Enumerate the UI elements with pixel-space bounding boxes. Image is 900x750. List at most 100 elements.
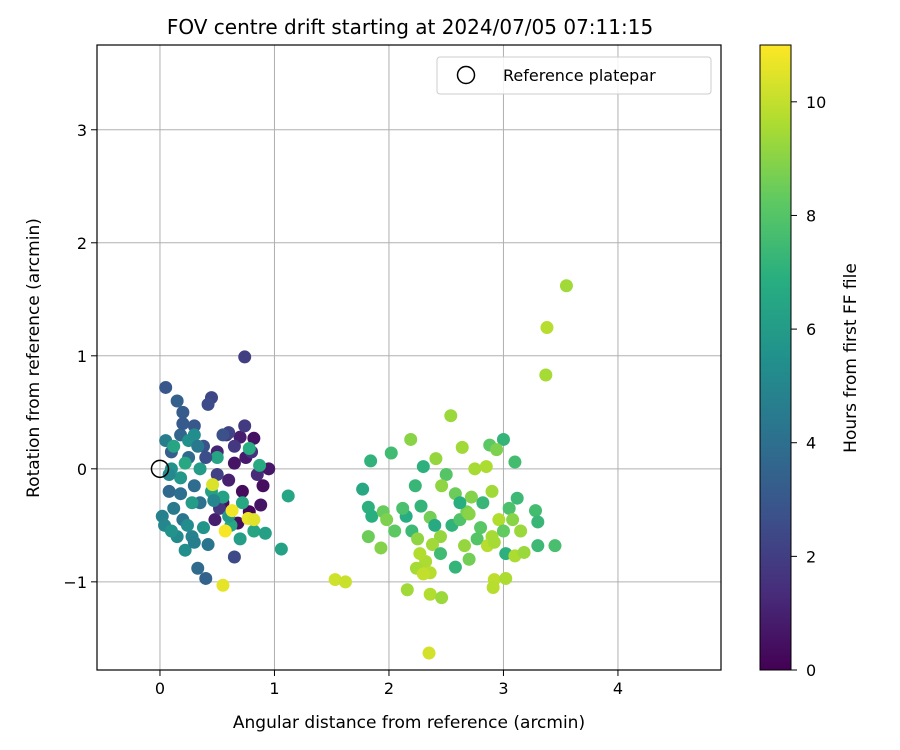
data-point xyxy=(508,455,522,469)
data-point xyxy=(422,646,436,660)
data-point xyxy=(462,552,476,566)
data-point xyxy=(423,587,437,601)
data-point xyxy=(361,530,375,544)
data-point xyxy=(548,539,562,553)
data-point xyxy=(176,417,190,431)
y-tick-label: 2 xyxy=(77,234,87,253)
data-point xyxy=(531,539,545,553)
data-point xyxy=(499,571,513,585)
data-point xyxy=(425,538,439,552)
data-point xyxy=(216,428,230,442)
data-point xyxy=(258,526,272,540)
data-point xyxy=(253,458,267,472)
x-tick-label: 4 xyxy=(613,679,623,698)
x-tick-label: 2 xyxy=(384,679,394,698)
y-tick-label: 3 xyxy=(77,121,87,140)
data-point xyxy=(196,521,210,535)
y-tick-label: −1 xyxy=(63,573,87,592)
y-tick-label: 0 xyxy=(77,460,87,479)
data-point xyxy=(254,498,268,512)
x-tick-label: 3 xyxy=(498,679,508,698)
data-point xyxy=(199,451,213,465)
data-point xyxy=(531,515,545,529)
data-point xyxy=(444,409,458,423)
data-point xyxy=(510,491,524,505)
data-point xyxy=(462,507,476,521)
x-tick-label: 0 xyxy=(155,679,165,698)
data-point xyxy=(470,532,484,546)
data-point xyxy=(222,473,236,487)
data-point xyxy=(384,446,398,460)
data-point xyxy=(281,489,295,503)
data-point xyxy=(207,493,221,507)
data-point xyxy=(185,496,199,510)
data-point xyxy=(178,456,192,470)
y-tick-label: 1 xyxy=(77,347,87,366)
data-point xyxy=(274,542,288,556)
data-point xyxy=(408,479,422,493)
data-point xyxy=(487,535,501,549)
data-point xyxy=(225,504,239,518)
data-point xyxy=(242,441,256,455)
data-point xyxy=(227,550,241,564)
data-point xyxy=(433,547,447,561)
data-point xyxy=(227,439,241,453)
colorbar xyxy=(759,44,792,671)
x-axis-ticks: 0 1 2 3 4 xyxy=(155,670,623,698)
legend-box xyxy=(436,56,712,95)
data-point xyxy=(167,501,181,515)
data-point xyxy=(416,460,430,474)
data-point xyxy=(448,560,462,574)
x-tick-label: 1 xyxy=(269,679,279,698)
data-point xyxy=(468,462,482,476)
data-point xyxy=(485,484,499,498)
data-point xyxy=(364,454,378,468)
data-point xyxy=(433,530,447,544)
data-point xyxy=(216,578,230,592)
data-point xyxy=(540,321,554,335)
legend: Reference platepar xyxy=(436,56,712,95)
data-point xyxy=(247,524,261,538)
x-axis-label: Angular distance from reference (arcmin) xyxy=(233,713,585,733)
data-point xyxy=(256,479,270,493)
data-point xyxy=(199,571,213,585)
data-point xyxy=(476,496,490,510)
data-point xyxy=(338,575,352,589)
data-point xyxy=(210,467,224,481)
data-point xyxy=(539,368,553,382)
data-point xyxy=(162,467,176,481)
data-point xyxy=(176,405,190,419)
data-point xyxy=(218,524,232,538)
colorbar-tick-label: 6 xyxy=(806,320,816,339)
data-point xyxy=(559,279,573,293)
data-point xyxy=(187,479,201,493)
data-point xyxy=(201,397,215,411)
data-point xyxy=(374,541,388,555)
data-point xyxy=(413,547,427,561)
data-point xyxy=(411,532,425,546)
data-point xyxy=(356,482,370,496)
data-point xyxy=(453,496,467,510)
data-point xyxy=(187,535,201,549)
data-point xyxy=(429,452,443,466)
data-point xyxy=(235,484,249,498)
colorbar-tick-label: 10 xyxy=(806,93,826,112)
data-point xyxy=(235,496,249,510)
data-point xyxy=(180,518,194,532)
data-point xyxy=(174,487,188,501)
colorbar-tick-label: 8 xyxy=(806,206,816,225)
data-point xyxy=(529,504,543,518)
data-point xyxy=(233,532,247,546)
data-point xyxy=(365,509,379,523)
plot-frame xyxy=(96,44,722,671)
data-point xyxy=(191,561,205,575)
data-point xyxy=(474,521,488,535)
colorbar-tick-label: 4 xyxy=(806,434,816,453)
data-point xyxy=(170,394,184,408)
colorbar-tick-label: 2 xyxy=(806,547,816,566)
data-point xyxy=(201,538,215,552)
colorbar-ticks: 0 2 4 6 8 10 xyxy=(791,93,826,680)
y-axis-ticks: −1 0 1 2 3 xyxy=(63,121,97,592)
data-point xyxy=(328,573,342,587)
